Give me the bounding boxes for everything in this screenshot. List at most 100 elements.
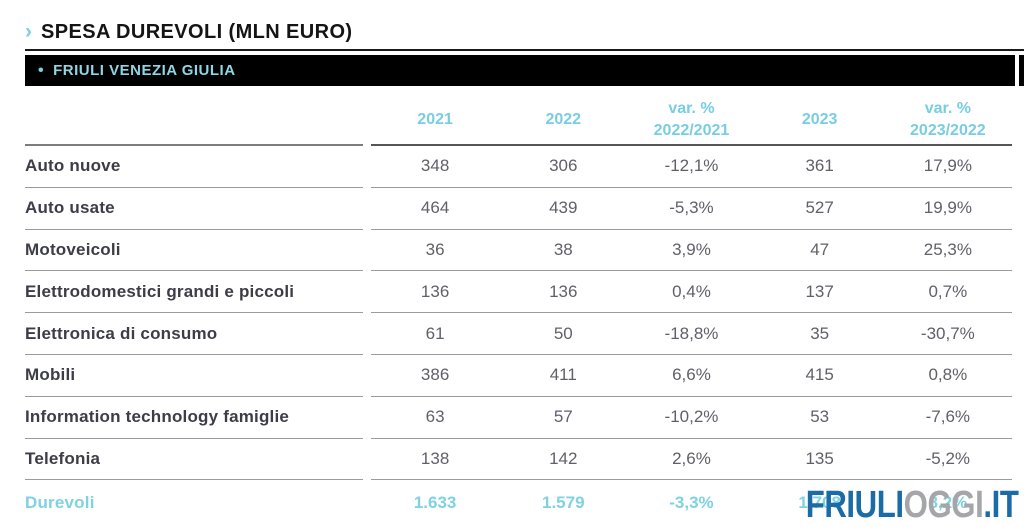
cell-value: -12,1% xyxy=(664,156,719,176)
table-row: Auto nuove 348 306 -12,1% 361 17,9% xyxy=(25,146,1012,188)
total-cell-value: 8,2% xyxy=(928,493,968,513)
column-gap xyxy=(363,146,371,188)
cell-value: -7,6% xyxy=(925,407,971,427)
total-cell-value: -3,3% xyxy=(669,493,714,513)
table-row: Elettronica di consumo 61 50 -18,8% 35 -30,7% xyxy=(25,313,1012,355)
row-values: 36 38 3,9% 47 25,3% xyxy=(371,230,1012,272)
total-row-values: 1.633 1.579 -3,3% 1.708 8,2% xyxy=(371,480,1012,526)
table-header-row: 2021 2022 var. % 2022/2021 2023 var. % 2… xyxy=(25,95,1012,146)
column-gap xyxy=(363,95,371,146)
column-gap xyxy=(363,355,371,397)
cell-value: 0,8% xyxy=(928,365,968,385)
cell-value: 61 xyxy=(425,323,445,343)
total-cell-value: 1.633 xyxy=(413,493,457,513)
friulioggi-logo: FRIULIOGGI.IT xyxy=(805,486,1018,524)
cell-value: 348 xyxy=(420,156,450,176)
table-row: Information technology famiglie 63 57 -10,2… xyxy=(25,397,1012,439)
cell-value: 411 xyxy=(549,365,577,385)
cell-value: 63 xyxy=(425,407,445,427)
table-row: Auto usate 464 439 -5,3% 527 19,9% xyxy=(25,188,1012,230)
column-header-2022: 2022 xyxy=(545,110,582,128)
column-gap xyxy=(363,439,371,481)
logo-part-friuli: FRIULI xyxy=(805,484,904,526)
cell-value: -18,8% xyxy=(664,323,719,343)
logo-part-oggi: OGGI xyxy=(903,484,983,526)
cell-value: 137 xyxy=(805,281,834,301)
row-label: Auto nuove xyxy=(25,146,363,188)
cell-value: 36 xyxy=(425,239,445,259)
cell-value: 19,9% xyxy=(923,198,972,218)
cell-value: 527 xyxy=(805,198,834,218)
cell-value: 53 xyxy=(810,407,830,427)
region-label: FRIULI VENEZIA GIULIA xyxy=(53,62,236,79)
cell-value: 38 xyxy=(553,239,573,259)
title-underline xyxy=(25,49,1024,51)
table-body: Auto nuove 348 306 -12,1% 361 17,9% Auto usate… xyxy=(25,146,1012,481)
cell-value: -5,2% xyxy=(925,448,971,468)
cell-value: 415 xyxy=(805,365,834,385)
cell-value: 138 xyxy=(420,448,450,468)
row-label: Motoveicoli xyxy=(25,230,363,272)
column-header-var-2023-2022: var. % 2023/2022 xyxy=(910,99,986,139)
total-cell-value: 1.579 xyxy=(542,493,585,513)
cell-value: 439 xyxy=(549,198,578,218)
bullet-icon: • xyxy=(38,61,45,79)
row-values: 348 306 -12,1% 361 17,9% xyxy=(371,146,1012,188)
row-label: Mobili xyxy=(25,355,363,397)
cell-value: 2,6% xyxy=(672,448,711,468)
cell-value: 136 xyxy=(549,281,578,301)
cell-value: 57 xyxy=(553,407,573,427)
column-gap xyxy=(363,230,371,272)
column-gap xyxy=(363,397,371,439)
cell-value: 306 xyxy=(549,156,578,176)
header-value-cells: 2021 2022 var. % 2022/2021 2023 var. % 2… xyxy=(371,95,1012,146)
row-values: 138 142 2,6% 135 -5,2% xyxy=(371,439,1012,481)
column-header-var-2022-2021: var. % 2022/2021 xyxy=(653,99,730,139)
row-values: 464 439 -5,3% 527 19,9% xyxy=(371,188,1012,230)
row-values: 136 136 0,4% 137 0,7% xyxy=(371,271,1012,314)
column-gap xyxy=(363,480,371,526)
table-row: Motoveicoli 36 38 3,9% 47 25,3% xyxy=(25,230,1012,272)
cell-value: 135 xyxy=(805,448,834,468)
row-label: Auto usate xyxy=(25,188,363,230)
total-cell-value: 1.708 xyxy=(798,493,841,513)
column-gap xyxy=(363,313,371,355)
cell-value: -5,3% xyxy=(669,198,714,218)
column-header-2023: 2023 xyxy=(801,110,838,128)
row-label: Information technology famiglie xyxy=(25,397,363,439)
column-gap xyxy=(363,188,371,230)
cell-value: 386 xyxy=(420,365,450,385)
cell-value: 50 xyxy=(553,323,573,343)
page-title: SPESA DUREVOLI (MLN EURO) xyxy=(41,21,353,43)
title-row: › SPESA DUREVOLI (MLN EURO) xyxy=(25,21,353,44)
region-bar-end-block xyxy=(1019,55,1024,86)
row-values: 386 411 6,6% 415 0,8% xyxy=(371,355,1012,397)
region-bar: • FRIULI VENEZIA GIULIA xyxy=(25,55,1015,86)
cell-value: 0,4% xyxy=(672,281,711,301)
cell-value: 47 xyxy=(810,239,830,259)
logo-part-it: .IT xyxy=(982,484,1019,526)
cell-value: 17,9% xyxy=(923,156,972,176)
table-row: Elettrodomestici grandi e piccoli 136 136 0… xyxy=(25,271,1012,314)
row-label: Elettrodomestici grandi e piccoli xyxy=(25,271,363,314)
header-label-spacer xyxy=(25,95,363,146)
row-values: 63 57 -10,2% 53 -7,6% xyxy=(371,397,1012,439)
total-row: Durevoli 1.633 1.579 -3,3% 1.708 8,2% xyxy=(25,480,1012,526)
cell-value: 25,3% xyxy=(923,239,972,259)
chevron-right-icon: › xyxy=(25,20,32,43)
cell-value: 142 xyxy=(549,448,578,468)
table-row: Mobili 386 411 6,6% 415 0,8% xyxy=(25,355,1012,397)
cell-value: 464 xyxy=(420,198,450,218)
spending-table: 2021 2022 var. % 2022/2021 2023 var. % 2… xyxy=(25,95,1012,526)
total-row-label: Durevoli xyxy=(25,493,95,513)
cell-value: 136 xyxy=(420,281,450,301)
cell-value: -10,2% xyxy=(664,407,719,427)
column-gap xyxy=(363,271,371,313)
row-label: Elettronica di consumo xyxy=(25,313,363,355)
table-row: Telefonia 138 142 2,6% 135 -5,2% xyxy=(25,439,1012,481)
cell-value: 3,9% xyxy=(672,239,711,259)
column-header-2021: 2021 xyxy=(417,110,453,128)
row-label: Telefonia xyxy=(25,439,363,481)
cell-value: 6,6% xyxy=(672,365,711,385)
